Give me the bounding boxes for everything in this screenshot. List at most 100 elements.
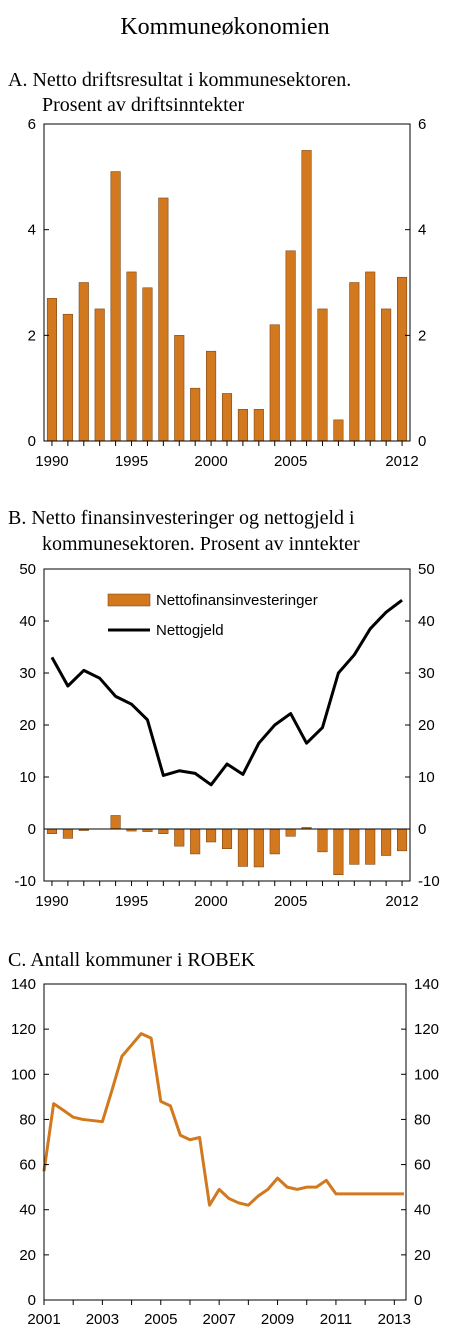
legend-label-nettofinansinvesteringer: Nettofinansinvesteringer <box>156 592 318 609</box>
panel-c-ytick-label-right: 20 <box>414 1247 431 1264</box>
panel-b-ytick-label-right: -10 <box>418 873 440 890</box>
panel-a-bar-2001 <box>221 393 233 442</box>
panel-b-ytick-label-right: 10 <box>418 769 435 786</box>
panel-a-xtick-label-2005: 2005 <box>274 453 307 470</box>
panel-b-bar-1997 <box>158 828 169 834</box>
panel-b-bar-2009 <box>349 828 360 865</box>
panel-a-title-line2: Prosent av driftsinntekter <box>42 94 245 116</box>
panel-c-ytick-label-right: 60 <box>414 1157 431 1174</box>
panel-a-xtick-label-1995: 1995 <box>115 453 148 470</box>
panel-c-ytick-label-right: 80 <box>414 1111 431 1128</box>
panel-a-bar-1992 <box>78 282 89 442</box>
panel-a-bar-1995 <box>126 271 137 442</box>
panel-b-ytick-label-right: 50 <box>418 561 435 578</box>
panel-b-ytick-label-left: 10 <box>19 769 36 786</box>
panel-a-bar-1996 <box>142 287 153 442</box>
panel-c-ytick-label-left: 120 <box>11 1021 36 1038</box>
panel-b-ytick-label-left: 0 <box>28 821 36 838</box>
panel-a-bar-2010 <box>365 271 376 442</box>
panel-c-xtick-label-2011: 2011 <box>320 1311 352 1328</box>
panel-a-title-line1: A. Netto driftsresultat i kommunesektore… <box>8 69 351 91</box>
page-title: Kommuneøkonomien <box>120 14 329 40</box>
panel-a-bar-2002 <box>237 409 248 442</box>
panel-a-ytick-label-left: 0 <box>28 433 36 450</box>
panel-a-bar-2004 <box>269 324 280 442</box>
panel-a-bar-2012 <box>397 276 408 442</box>
panel-c-title: C. Antall kommuner i ROBEK <box>8 949 256 971</box>
panel-a-bar-2007 <box>317 308 328 442</box>
panel-b-bar-2000 <box>206 828 217 843</box>
panel-c-ytick-label-left: 20 <box>19 1247 36 1264</box>
panel-c-ytick-label-right: 140 <box>414 976 439 993</box>
panel-b-xtick-label-2012: 2012 <box>385 893 418 910</box>
panel-b-bar-2003 <box>253 828 264 868</box>
panel-b-ytick-label-left: 40 <box>19 613 36 630</box>
panel-c-xtick-label-2013: 2013 <box>378 1311 411 1328</box>
panel-c-xtick-label-2005: 2005 <box>144 1311 177 1328</box>
panel-a-bar-2005 <box>285 250 296 442</box>
panel-c-xtick-label-2009: 2009 <box>261 1311 294 1328</box>
panel-c-plot-frame <box>43 983 407 1301</box>
panel-a-bar-2008 <box>333 419 344 442</box>
panel-a-ytick-label-right: 4 <box>418 222 426 239</box>
panel-a-ytick-label-left: 6 <box>28 116 36 133</box>
panel-a-bar-1991 <box>62 313 73 442</box>
panel-a-bar-2000 <box>206 350 217 442</box>
panel-a-xtick-label-1990: 1990 <box>35 453 68 470</box>
panel-b-ytick-label-right: 20 <box>418 717 435 734</box>
panel-b-bar-2005 <box>285 828 296 837</box>
panel-b-ytick-label-right: 30 <box>418 665 435 682</box>
panel-b-line-nettogjeld <box>50 599 403 787</box>
panel-a-bar-2006 <box>301 150 312 442</box>
panel-b-xtick-label-1990: 1990 <box>35 893 68 910</box>
panel-c-xtick-label-2007: 2007 <box>202 1311 235 1328</box>
panel-b-bar-2001 <box>221 828 233 850</box>
panel-b-ytick-label-left: 50 <box>19 561 36 578</box>
panel-c-ytick-label-right: 40 <box>414 1202 431 1219</box>
panel-a-bar-1998 <box>174 335 185 442</box>
panel-c-line-robek <box>42 1032 404 1207</box>
panel-b-bar-2008 <box>333 828 344 876</box>
panel-a-ytick-label-right: 0 <box>418 433 426 450</box>
panel-b-bar-1990 <box>46 828 57 834</box>
panel-b-ytick-label-left: 20 <box>19 717 36 734</box>
panel-a-bar-2003 <box>253 409 264 442</box>
panel-b-xtick-label-2005: 2005 <box>274 893 307 910</box>
panel-b-bar-1994 <box>110 815 121 830</box>
panel-a-ytick-label-left: 2 <box>28 327 36 344</box>
panel-b-bar-1999 <box>190 828 201 855</box>
panel-c-ytick-label-right: 100 <box>414 1066 439 1083</box>
panel-a-ytick-label-right: 2 <box>418 327 426 344</box>
panel-a-bar-1993 <box>94 308 105 442</box>
panel-c-ytick-label-left: 100 <box>11 1066 36 1083</box>
panel-b-bar-2007 <box>317 828 328 853</box>
panel-a-bar-2009 <box>349 282 360 442</box>
panel-b-bar-1991 <box>62 828 73 839</box>
panel-a-bar-1994 <box>110 171 121 442</box>
panel-c-ytick-label-right: 120 <box>414 1021 439 1038</box>
panel-c-xtick-label-2003: 2003 <box>86 1311 119 1328</box>
panel-b-bar-2002 <box>237 828 248 867</box>
panel-c-ytick-label-left: 40 <box>19 1202 36 1219</box>
panel-c-xtick-label-2001: 2001 <box>27 1311 60 1328</box>
panel-b-bar-2004 <box>269 828 280 855</box>
panel-b-xtick-label-2000: 2000 <box>194 893 227 910</box>
panel-a-xtick-label-2000: 2000 <box>194 453 227 470</box>
panel-b-ytick-label-left: 30 <box>19 665 36 682</box>
panel-b-ytick-label-left: -10 <box>14 873 36 890</box>
panel-a-plot-frame <box>43 123 411 442</box>
panel-a-bar-1990 <box>46 298 57 442</box>
legend-swatch-nettofinansinvesteringer <box>107 593 151 607</box>
panel-b-bar-2011 <box>381 828 392 856</box>
panel-b-title-line2: kommunesektoren. Prosent av inntekter <box>42 533 360 555</box>
panel-b-bar-1998 <box>174 828 185 847</box>
panel-b-title-line1: B. Netto finansinvesteringer og nettogje… <box>8 507 355 529</box>
legend-label-nettogjeld: Nettogjeld <box>156 622 224 639</box>
panel-b-bar-2012 <box>397 828 408 852</box>
panel-a-bar-1997 <box>158 197 169 442</box>
panel-b-xtick-label-1995: 1995 <box>115 893 148 910</box>
panel-a-bar-2011 <box>381 308 392 442</box>
